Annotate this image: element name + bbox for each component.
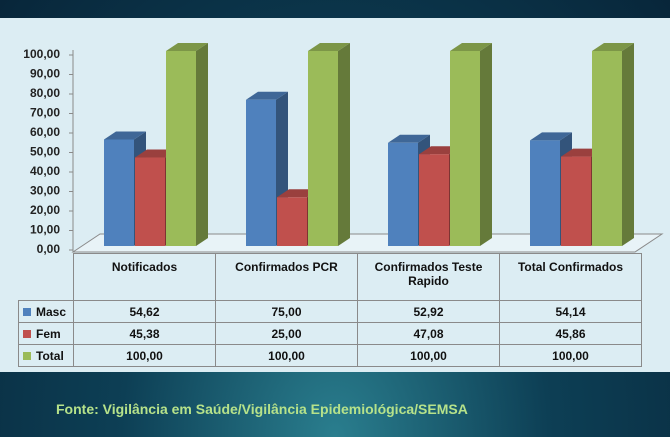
y-tick-label: 60,00 (30, 125, 60, 139)
data-table: Notificados Confirmados PCR Confirmados Te… (18, 253, 642, 367)
legend-cell: Fem (18, 322, 74, 345)
category-label: Total Confirmados (499, 253, 642, 301)
y-tick-label: 30,00 (30, 184, 60, 198)
bar-top (388, 134, 430, 143)
y-tick-label: 20,00 (30, 203, 60, 217)
value-cell: 45,86 (499, 322, 642, 345)
value-cell: 47,08 (357, 322, 500, 345)
bar-top (308, 43, 350, 51)
value-cell: 75,00 (215, 300, 358, 323)
series-row: Masc 54,62 75,00 52,92 54,14 (18, 300, 642, 323)
bar (166, 43, 208, 246)
legend-label: Masc (36, 304, 67, 319)
bar-top (450, 43, 492, 51)
bar (592, 43, 634, 246)
y-tick-label: 10,00 (30, 223, 60, 237)
bar-front (277, 197, 307, 246)
value-cell: 54,62 (73, 300, 216, 323)
legend-swatch (23, 329, 31, 338)
bar-front (450, 51, 480, 246)
bar-front (388, 142, 418, 246)
corner-cell (19, 254, 74, 301)
bar (450, 43, 492, 246)
value-cell: 100,00 (73, 344, 216, 367)
bar-front (246, 99, 276, 246)
bar-front (166, 51, 196, 246)
bar-front (135, 157, 165, 246)
bar-side (338, 43, 350, 246)
value-cell: 100,00 (357, 344, 500, 367)
bar-top (592, 43, 634, 51)
bar-front (592, 51, 622, 246)
value-cell: 45,38 (73, 322, 216, 345)
y-tick-label: 50,00 (30, 145, 60, 159)
bar-top (246, 91, 288, 100)
legend-swatch (23, 307, 31, 316)
y-tick-label: 40,00 (30, 164, 60, 178)
category-label: Confirmados PCR (215, 253, 358, 301)
y-tick-label: 80,00 (30, 86, 60, 100)
floor (71, 233, 664, 253)
value-cell: 52,92 (357, 300, 500, 323)
value-cell: 54,14 (499, 300, 642, 323)
bar-side (480, 43, 492, 246)
bar-side (622, 43, 634, 246)
bar-top (104, 131, 146, 140)
header-row: Notificados Confirmados PCR Confirmados Te… (19, 253, 642, 301)
y-tick-label: 100,00 (23, 47, 60, 61)
y-tick-label: 70,00 (30, 106, 60, 120)
bar-front (419, 154, 449, 246)
y-tick-label: 0,00 (37, 242, 61, 256)
legend-cell: Masc (18, 300, 74, 323)
bar-side (196, 43, 208, 246)
legend-label: Fem (36, 326, 61, 341)
series-row: Total 100,00 100,00 100,00 100,00 (18, 344, 642, 367)
value-cell: 100,00 (215, 344, 358, 367)
bar-front (104, 139, 134, 246)
bar-front (561, 156, 591, 246)
legend-swatch (23, 351, 31, 360)
bar (308, 43, 350, 246)
value-cell: 25,00 (215, 322, 358, 345)
category-label: Confirmados Teste Rapido (357, 253, 500, 301)
bar-top (166, 43, 208, 51)
legend-cell: Total (18, 344, 74, 367)
series-row: Fem 45,38 25,00 47,08 45,86 (18, 322, 642, 345)
bar-front (530, 140, 560, 246)
y-tick-label: 90,00 (30, 67, 60, 81)
bar-front (308, 51, 338, 246)
bar-top (530, 132, 572, 141)
category-label: Notificados (73, 253, 216, 301)
value-cell: 100,00 (499, 344, 642, 367)
source: Fonte: Vigilância em Saúde/Vigilância Ep… (56, 401, 468, 417)
legend-label: Total (36, 348, 64, 363)
